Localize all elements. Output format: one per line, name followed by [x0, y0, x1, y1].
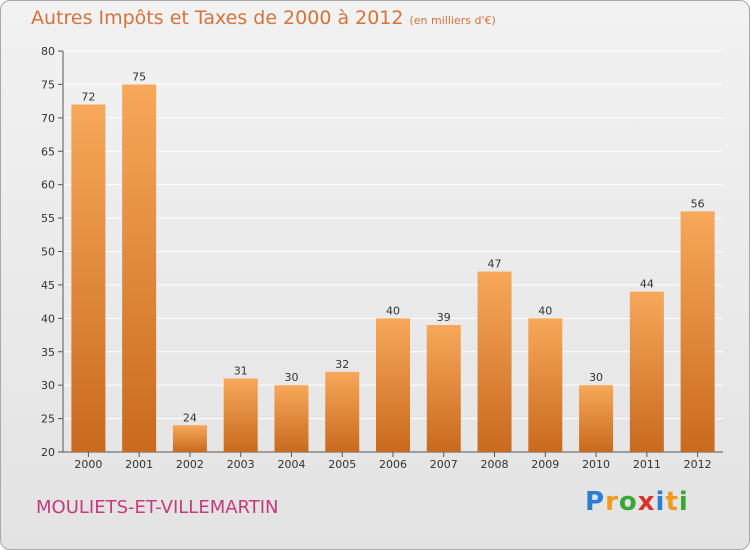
bar-2008 [477, 271, 512, 452]
bar-2004 [274, 385, 309, 452]
y-tick-label: 65 [41, 145, 55, 158]
data-label-2000: 72 [81, 90, 95, 103]
bar-2005 [325, 371, 360, 452]
x-tick-label-2002: 2002 [176, 458, 204, 471]
logo-letter: r [605, 487, 619, 517]
bar-2002 [172, 425, 207, 452]
y-tick-label: 60 [41, 179, 55, 192]
x-tick-label-2006: 2006 [379, 458, 407, 471]
data-label-2001: 75 [132, 70, 146, 83]
x-tick-label-2005: 2005 [328, 458, 356, 471]
commune-name: MOULIETS-ET-VILLEMARTIN [36, 497, 279, 518]
y-tick-label: 45 [41, 279, 55, 292]
data-label-2007: 39 [437, 311, 451, 324]
y-tick-label: 50 [41, 246, 55, 259]
y-tick-label: 25 [41, 413, 55, 426]
title-unit: (en milliers d'€) [409, 14, 496, 27]
x-tick-label-2004: 2004 [277, 458, 305, 471]
logo-letter: i [655, 487, 666, 517]
y-tick-label: 80 [41, 45, 55, 58]
bar-2000 [71, 104, 106, 452]
data-label-2006: 40 [386, 304, 400, 317]
bar-2006 [376, 318, 410, 452]
logo-letter: x [637, 487, 656, 517]
x-tick-label-2009: 2009 [531, 458, 559, 471]
bar-2001 [122, 84, 157, 453]
x-tick-label-2007: 2007 [430, 458, 458, 471]
bar-2003 [223, 378, 258, 452]
bar-2010 [579, 385, 614, 452]
y-tick-label: 35 [41, 346, 55, 359]
logo-letter: i [678, 487, 689, 517]
y-tick-label: 70 [41, 112, 55, 125]
bar-chart: 20 25 30 35 40 45 50 55 60 65 70 75 80 72 2000 75 2001 24… [41, 45, 723, 471]
y-tick-label: 30 [41, 379, 55, 392]
x-tick-label-2012: 2012 [684, 458, 712, 471]
bar-2007 [426, 325, 461, 452]
data-label-2002: 24 [183, 411, 197, 424]
bar-2012 [680, 211, 715, 452]
data-label-2003: 31 [234, 364, 248, 377]
x-tick-label-2001: 2001 [125, 458, 153, 471]
data-label-2012: 56 [691, 197, 705, 210]
logo-letter: t [665, 487, 679, 517]
data-label-2011: 44 [640, 278, 654, 291]
x-tick-label-2000: 2000 [74, 458, 102, 471]
y-tick-label: 20 [41, 446, 55, 459]
data-label-2008: 47 [488, 258, 502, 271]
logo-letter: P [585, 487, 606, 517]
y-tick-label: 75 [41, 78, 55, 91]
data-label-2009: 40 [538, 304, 552, 317]
y-tick-label: 40 [41, 312, 55, 325]
title-text: Autres Impôts et Taxes de 2000 à 2012 [31, 7, 404, 29]
data-label-2004: 30 [284, 371, 298, 384]
logo-letter: o [618, 487, 638, 517]
x-tick-label-2010: 2010 [582, 458, 610, 471]
proxiti-logo: Proxiti [585, 487, 689, 517]
data-label-2005: 32 [335, 358, 349, 371]
y-tick-label: 55 [41, 212, 55, 225]
x-tick-label-2011: 2011 [633, 458, 661, 471]
x-tick-label-2008: 2008 [481, 458, 509, 471]
chart-title: Autres Impôts et Taxes de 2000 à 2012 (en… [31, 7, 496, 29]
bar-2011 [629, 291, 664, 452]
data-label-2010: 30 [589, 371, 603, 384]
bar-2009 [528, 318, 563, 452]
x-tick-label-2003: 2003 [227, 458, 255, 471]
